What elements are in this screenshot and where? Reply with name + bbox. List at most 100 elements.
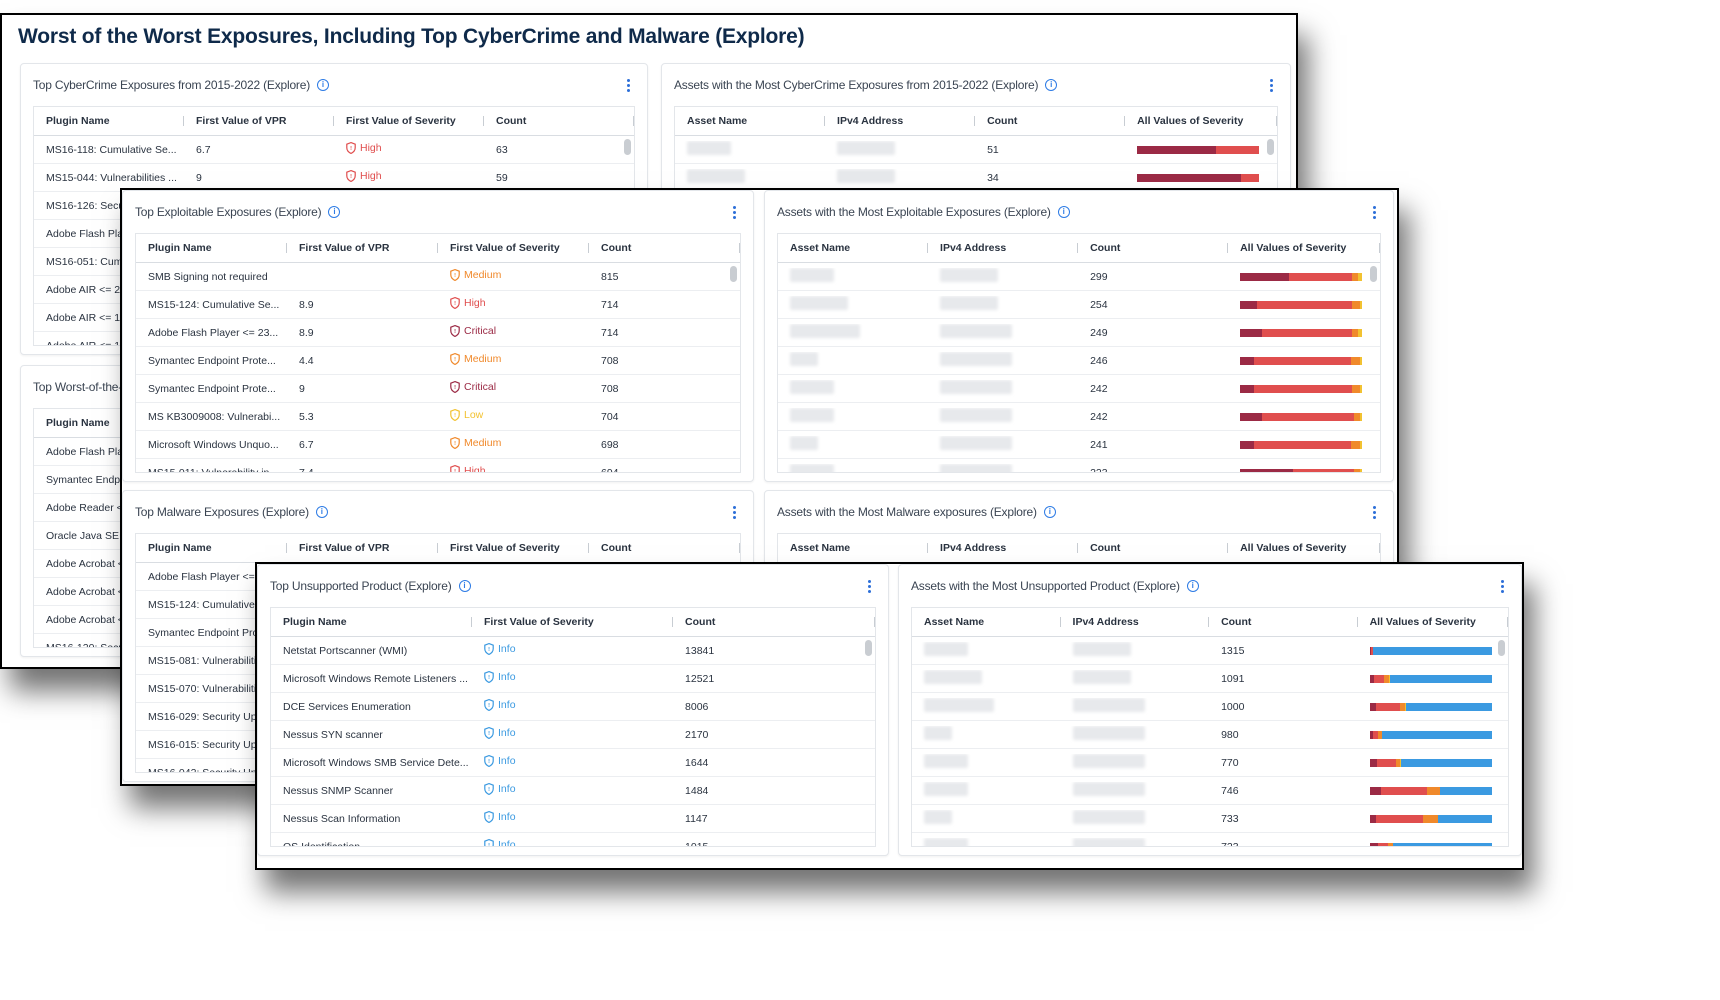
table-row[interactable]: Microsoft Windows SMB Service Dete...! In… — [271, 749, 875, 777]
kebab-menu-icon[interactable] — [623, 76, 633, 94]
column-header[interactable]: IPv4 Address — [928, 234, 1079, 262]
table-row[interactable]: MS KB3009008: Vulnerabi... 5.3! Low 704 — [136, 403, 740, 431]
info-icon[interactable]: i — [1043, 506, 1056, 518]
kebab-menu-icon[interactable] — [1497, 577, 1507, 595]
table-row[interactable]: Nessus SNMP Scanner! Info 1484 — [271, 777, 875, 805]
column-header[interactable]: Asset Name — [912, 608, 1061, 636]
kebab-menu-icon[interactable] — [864, 577, 874, 595]
table-row[interactable]: 254 — [778, 291, 1380, 319]
table-row[interactable]: 241 — [778, 431, 1380, 459]
column-header[interactable]: Asset Name — [675, 107, 826, 135]
table-row[interactable]: MS15-011: Vulnerability in... 7.4! High 694 — [136, 459, 740, 473]
column-header[interactable]: First Value of Severity — [438, 234, 589, 262]
severity-badge: ! High — [346, 170, 382, 182]
table-row[interactable]: 51 — [675, 136, 1277, 164]
table-row[interactable]: 980 — [912, 721, 1508, 749]
column-header[interactable]: Count — [673, 608, 875, 636]
kebab-menu-icon[interactable] — [729, 503, 739, 521]
column-header[interactable]: Count — [975, 107, 1126, 135]
column-header[interactable]: All Values of Severity — [1228, 534, 1380, 562]
info-icon[interactable]: i — [315, 506, 328, 518]
table-row[interactable]: 1315 — [912, 637, 1508, 665]
table-row[interactable]: 733 — [912, 805, 1508, 833]
column-header[interactable]: Count — [1209, 608, 1358, 636]
column-header[interactable]: Asset Name — [778, 534, 929, 562]
column-header[interactable]: Count — [589, 534, 740, 562]
column-header[interactable]: Plugin Name — [136, 534, 287, 562]
column-header[interactable]: Count — [484, 107, 634, 135]
table-row[interactable]: Nessus SYN scanner! Info 2170 — [271, 721, 875, 749]
info-icon[interactable]: i — [1057, 206, 1070, 218]
table-row[interactable]: 299 — [778, 263, 1380, 291]
table-row[interactable]: Microsoft Windows Unquo... 6.7! Medium 698 — [136, 431, 740, 459]
info-icon[interactable]: i — [317, 79, 329, 91]
table-row[interactable]: 723 — [912, 833, 1508, 846]
scrollbar-thumb[interactable] — [730, 266, 737, 282]
table-row[interactable]: 242 — [778, 403, 1380, 431]
kebab-menu-icon[interactable] — [1266, 76, 1276, 94]
info-icon[interactable]: i — [458, 580, 471, 592]
table-row[interactable]: SMB Signing not required! Medium 815 — [136, 263, 740, 291]
info-icon[interactable]: i — [1045, 79, 1058, 91]
scrollbar-thumb[interactable] — [1267, 139, 1274, 155]
column-header[interactable]: First Value of Severity — [472, 608, 674, 636]
plugin-name-cell: Symantec Endpoint Prote... — [148, 382, 276, 395]
table-row[interactable]: Symantec Endpoint Prote... 4.4! Medium 708 — [136, 347, 740, 375]
table-row[interactable]: OS Identification! Info 1015 — [271, 833, 875, 846]
redacted-ipv4 — [940, 436, 1013, 450]
kebab-menu-icon[interactable] — [1369, 503, 1379, 521]
column-header[interactable]: First Value of VPR — [184, 107, 334, 135]
table-row[interactable]: MS16-118: Cumulative Se... 6.7! High 63 — [34, 136, 634, 164]
table-row[interactable]: 770 — [912, 749, 1508, 777]
info-icon[interactable]: i — [1186, 580, 1199, 592]
asset-name-cell — [912, 754, 1061, 771]
kebab-menu-icon[interactable] — [729, 203, 739, 221]
severity-segment-info — [1406, 702, 1492, 711]
column-header[interactable]: All Values of Severity — [1228, 234, 1380, 262]
table-row[interactable]: 223 — [778, 459, 1380, 472]
scrollbar-thumb[interactable] — [1498, 640, 1505, 656]
severity-distribution-cell — [1228, 440, 1380, 449]
column-header[interactable]: First Value of VPR — [287, 534, 438, 562]
severity-segment-low — [1358, 272, 1363, 281]
column-header[interactable]: Plugin Name — [136, 234, 287, 262]
scrollbar-thumb[interactable] — [1370, 266, 1377, 282]
severity-distribution-cell — [1358, 758, 1508, 767]
scrollbar-thumb[interactable] — [865, 640, 872, 656]
ipv4-cell — [1061, 810, 1210, 827]
column-header[interactable]: Plugin Name — [271, 608, 473, 636]
table-row[interactable]: MS15-124: Cumulative Se... 8.9! High 714 — [136, 291, 740, 319]
column-header[interactable]: Count — [1078, 234, 1229, 262]
table-row[interactable]: Netstat Portscanner (WMI)! Info 13841 — [271, 637, 875, 665]
kebab-menu-icon[interactable] — [1369, 203, 1379, 221]
column-header[interactable]: First Value of VPR — [287, 234, 438, 262]
severity-badge: ! Medium — [450, 437, 501, 449]
scrollbar-thumb[interactable] — [624, 139, 631, 155]
table-row[interactable]: 1000 — [912, 693, 1508, 721]
info-icon[interactable]: i — [328, 206, 341, 218]
table-row[interactable]: 1091 — [912, 665, 1508, 693]
column-header[interactable]: Count — [589, 234, 740, 262]
column-header[interactable]: All Values of Severity — [1125, 107, 1277, 135]
severity-label: Medium — [464, 269, 502, 281]
table-row[interactable]: Nessus Scan Information! Info 1147 — [271, 805, 875, 833]
column-header[interactable]: All Values of Severity — [1358, 608, 1508, 636]
column-header[interactable]: Count — [1078, 534, 1229, 562]
table-row[interactable]: Adobe Flash Player <= 23... 8.9! Critical 7… — [136, 319, 740, 347]
vpr-cell: 7.4 — [299, 466, 314, 473]
table-row[interactable]: Symantec Endpoint Prote... 9! Critical 708 — [136, 375, 740, 403]
column-header[interactable]: First Value of Severity — [334, 107, 484, 135]
column-header[interactable]: IPv4 Address — [1061, 608, 1210, 636]
table-row[interactable]: 246 — [778, 347, 1380, 375]
table-row[interactable]: Microsoft Windows Remote Listeners ...! I… — [271, 665, 875, 693]
table-row[interactable]: 242 — [778, 375, 1380, 403]
column-header[interactable]: IPv4 Address — [928, 534, 1079, 562]
table-row[interactable]: 746 — [912, 777, 1508, 805]
column-header[interactable]: First Value of Severity — [438, 534, 589, 562]
table-row[interactable]: DCE Services Enumeration! Info 8006 — [271, 693, 875, 721]
table-row[interactable]: 249 — [778, 319, 1380, 347]
column-header[interactable]: IPv4 Address — [825, 107, 976, 135]
column-header[interactable]: Asset Name — [778, 234, 929, 262]
severity-distribution-bar — [1369, 730, 1492, 739]
column-header[interactable]: Plugin Name — [34, 107, 184, 135]
